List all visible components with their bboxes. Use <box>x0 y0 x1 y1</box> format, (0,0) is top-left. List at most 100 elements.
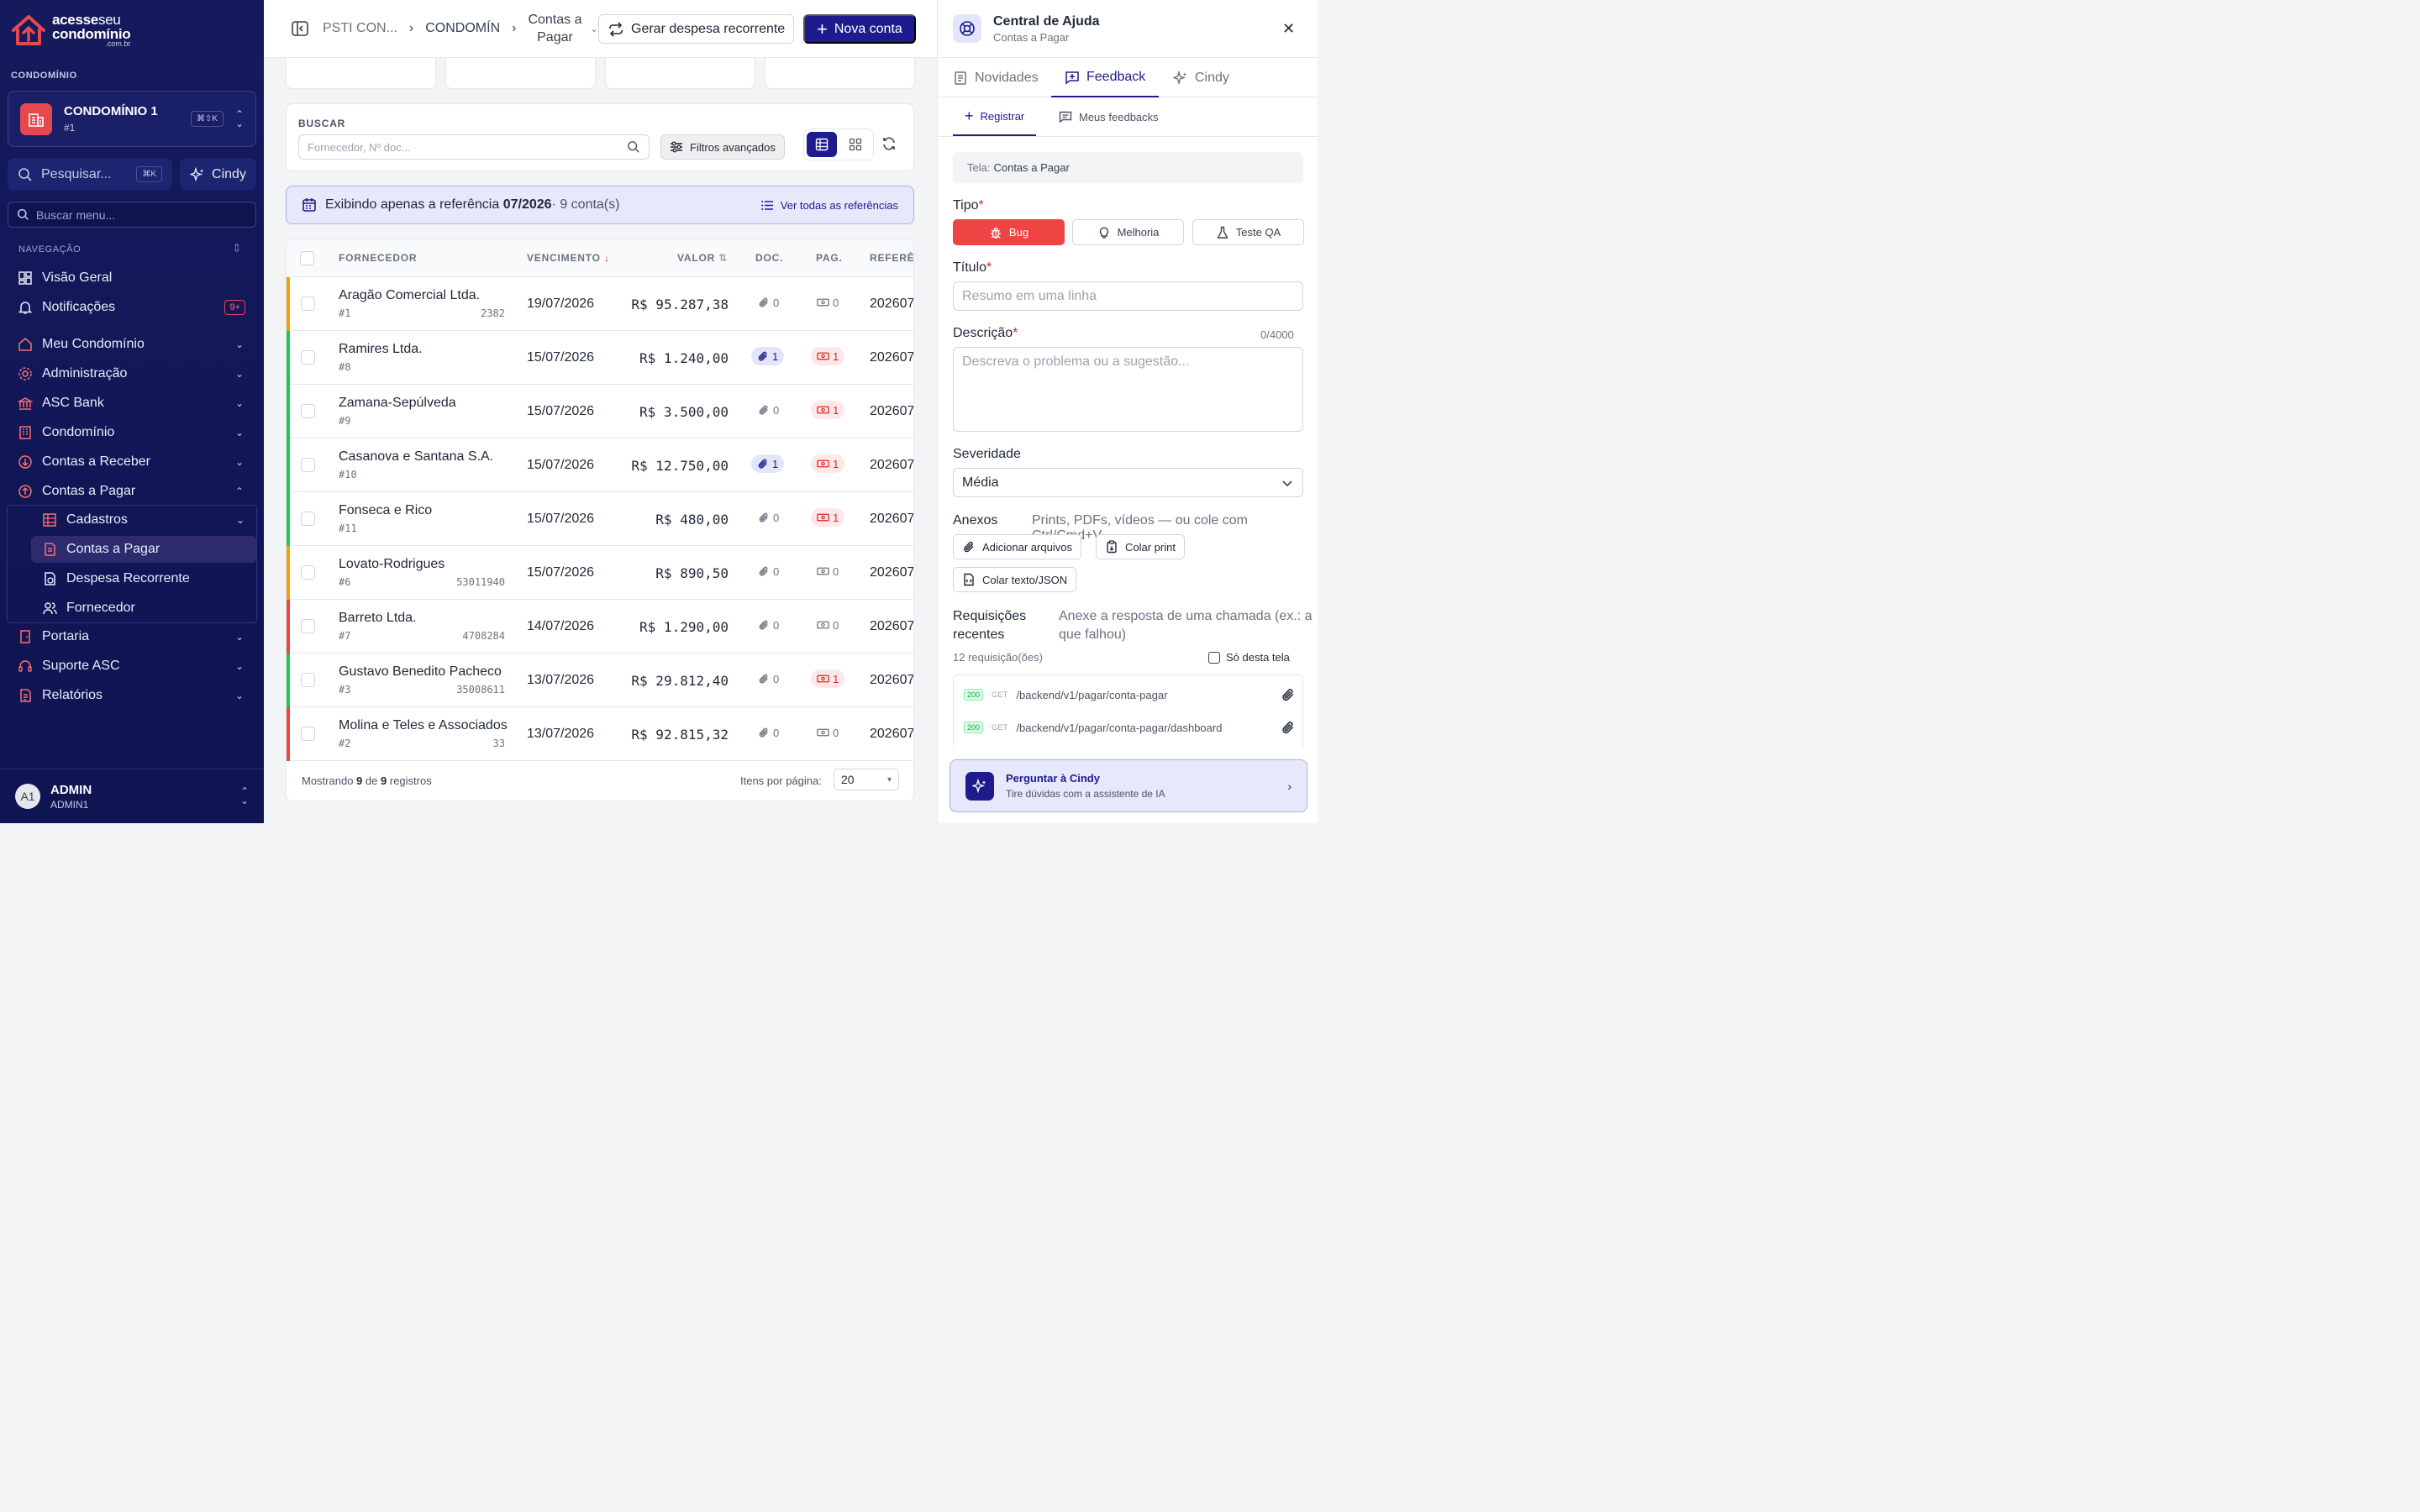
nav-item-notificacoes[interactable]: Notificações 9+ <box>17 294 255 321</box>
supplier-name[interactable]: Gustavo Benedito Pacheco <box>339 664 502 679</box>
row-checkbox[interactable] <box>301 619 315 633</box>
request-item[interactable]: 200 GET /backend/v1/pagar/conta-pagar <box>964 685 1296 704</box>
nav-item-asc-bank[interactable]: ASC Bank ⌄ <box>17 390 255 417</box>
sub-item-cadastros[interactable]: Cadastros ⌄ <box>31 507 256 533</box>
menu-search-input[interactable]: Buscar menu... <box>8 202 256 228</box>
per-page-select[interactable]: 20 ▾ <box>834 769 899 790</box>
description-textarea[interactable]: Descreva o problema ou a sugestão... <box>953 347 1303 432</box>
sub-item-despesa-recorrente[interactable]: Despesa Recorrente <box>31 565 256 592</box>
table-row[interactable]: Molina e Teles e Associados #2 33 13/07/202… <box>287 707 913 761</box>
payments-count-badge[interactable]: 1 <box>811 454 845 473</box>
row-checkbox[interactable] <box>301 565 315 580</box>
documents-count-badge[interactable]: 0 <box>752 669 785 688</box>
cindy-button[interactable]: Cindy <box>180 158 256 191</box>
table-row[interactable]: Aragão Comercial Ltda. #1 2382 19/07/2026 R$… <box>287 277 913 331</box>
global-search-button[interactable]: Pesquisar... ⌘K <box>8 158 172 191</box>
table-row[interactable]: Casanova e Santana S.A. #10 15/07/2026 R$ 1… <box>287 438 913 492</box>
ask-cindy-button[interactable]: Perguntar à Cindy Tire dúvidas com a ass… <box>950 759 1307 812</box>
request-item[interactable]: 200 GET /backend/v1/pagar/conta-pagar/da… <box>964 718 1296 737</box>
documents-count-badge[interactable]: 0 <box>752 562 785 580</box>
only-this-screen-checkbox[interactable]: Só desta tela <box>1208 651 1290 664</box>
nav-item-visao-geral[interactable]: Visão Geral <box>17 265 255 291</box>
supplier-name[interactable]: Aragão Comercial Ltda. <box>339 288 481 302</box>
row-checkbox[interactable] <box>301 297 315 311</box>
row-checkbox[interactable] <box>301 727 315 741</box>
payments-count-badge[interactable]: 1 <box>811 669 845 688</box>
row-checkbox[interactable] <box>301 350 315 365</box>
paperclip-icon[interactable] <box>1281 687 1296 702</box>
add-files-button[interactable]: Adicionar arquivos <box>953 534 1081 559</box>
column-header-pag[interactable]: PAG. <box>816 252 843 264</box>
new-account-button[interactable]: + Nova conta <box>803 14 916 44</box>
sub-item-contas-a-pagar[interactable]: Contas a Pagar <box>31 536 256 563</box>
supplier-name[interactable]: Zamana-Sepúlveda <box>339 396 456 410</box>
nav-item-contas-a-receber[interactable]: Contas a Receber ⌄ <box>17 449 255 475</box>
table-row[interactable]: Fonseca e Rico #11 15/07/2026 R$ 480,00 0 1 20… <box>287 492 913 546</box>
nav-item-administracao[interactable]: Administração ⌄ <box>17 360 255 387</box>
nav-item-condominio[interactable]: Condomínio ⌄ <box>17 419 255 446</box>
table-row[interactable]: Zamana-Sepúlveda #9 15/07/2026 R$ 3.500,00 0… <box>287 385 913 438</box>
advanced-filters-button[interactable]: Filtros avançados <box>660 134 785 160</box>
payments-count-badge[interactable]: 0 <box>811 723 844 742</box>
supplier-name[interactable]: Fonseca e Rico <box>339 503 433 517</box>
table-view-button[interactable] <box>807 132 837 157</box>
breadcrumb-current[interactable]: Contas a Pagar <box>528 11 581 46</box>
table-row[interactable]: Ramires Ltda. #8 15/07/2026 R$ 1.240,00 1 1 20… <box>287 331 913 385</box>
collapse-all-icon[interactable]: ⇕ <box>232 241 242 255</box>
grid-view-button[interactable] <box>840 132 871 157</box>
brand-logo[interactable]: acesseseu condomínio .com.br <box>10 12 131 49</box>
documents-count-badge[interactable]: 0 <box>752 508 785 527</box>
severity-select[interactable]: Média <box>953 468 1303 497</box>
supplier-name[interactable]: Casanova e Santana S.A. <box>339 449 494 464</box>
paperclip-icon[interactable] <box>1281 720 1296 735</box>
nav-item-suporte-asc[interactable]: Suporte ASC ⌄ <box>17 653 255 680</box>
sidebar-toggle-icon[interactable] <box>291 19 309 38</box>
row-checkbox[interactable] <box>301 673 315 687</box>
column-header-referencia[interactable]: REFERÊNCIA <box>870 252 914 264</box>
close-icon[interactable]: ✕ <box>1282 20 1296 37</box>
tab-novidades[interactable]: Novidades <box>939 58 1052 97</box>
payments-count-badge[interactable]: 0 <box>811 562 844 580</box>
column-header-valor[interactable]: VALOR ⇅ <box>677 252 728 264</box>
table-row[interactable]: Barreto Ltda. #7 4708284 14/07/2026 R$ 1.290… <box>287 600 913 654</box>
payments-count-badge[interactable]: 1 <box>811 401 845 419</box>
user-menu[interactable]: A1 ADMIN ADMIN1 ⌃ ⌄ <box>0 769 264 823</box>
table-row[interactable]: Lovato-Rodrigues #6 53011940 15/07/2026 R$ 8… <box>287 546 913 600</box>
generate-recurring-button[interactable]: Gerar despesa recorrente <box>598 14 795 44</box>
type-bug-button[interactable]: Bug <box>953 219 1065 245</box>
breadcrumb-item[interactable]: CONDOMÍN <box>425 21 501 35</box>
documents-count-badge[interactable]: 1 <box>751 347 785 365</box>
supplier-name[interactable]: Lovato-Rodrigues <box>339 557 445 571</box>
condo-switcher[interactable]: CONDOMÍNIO 1 #1 ⌘⇧K ⌃ ⌄ <box>8 91 256 147</box>
supplier-name[interactable]: Ramires Ltda. <box>339 342 423 356</box>
sub-item-fornecedor[interactable]: Fornecedor <box>31 595 256 622</box>
breadcrumb-item[interactable]: PSTI CON... <box>323 21 397 35</box>
tab-cindy[interactable]: Cindy <box>1160 58 1243 97</box>
column-header-fornecedor[interactable]: FORNECEDOR <box>339 252 418 264</box>
nav-item-relatorios[interactable]: Relatórios ⌄ <box>17 682 255 709</box>
tab-feedback[interactable]: Feedback <box>1051 58 1160 97</box>
column-header-vencimento[interactable]: VENCIMENTO ↓ <box>527 252 610 264</box>
table-row[interactable]: Gustavo Benedito Pacheco #3 35008611 13/07/… <box>287 654 913 707</box>
column-header-doc[interactable]: DOC. <box>755 252 784 264</box>
supplier-name[interactable]: Molina e Teles e Associados <box>339 718 508 732</box>
select-all-checkbox[interactable] <box>300 251 314 265</box>
subtab-registrar[interactable]: + Registrar <box>953 97 1037 136</box>
payments-count-badge[interactable]: 0 <box>811 616 844 634</box>
payments-count-badge[interactable]: 1 <box>811 508 845 527</box>
nav-item-portaria[interactable]: Portaria ⌄ <box>17 623 255 650</box>
type-teste-qa-button[interactable]: Teste QA <box>1192 219 1304 245</box>
supplier-name[interactable]: Barreto Ltda. <box>339 611 417 625</box>
type-melhoria-button[interactable]: Melhoria <box>1072 219 1184 245</box>
payments-count-badge[interactable]: 1 <box>811 347 845 365</box>
title-input[interactable]: Resumo em uma linha <box>953 281 1303 311</box>
paste-text-json-button[interactable]: Colar texto/JSON <box>953 567 1077 592</box>
documents-count-badge[interactable]: 1 <box>751 454 785 473</box>
row-checkbox[interactable] <box>301 512 315 526</box>
documents-count-badge[interactable]: 0 <box>752 723 785 742</box>
subtab-meus-feedbacks[interactable]: Meus feedbacks <box>1047 97 1171 136</box>
documents-count-badge[interactable]: 0 <box>752 401 785 419</box>
search-input[interactable]: Fornecedor, Nº doc... <box>298 134 650 160</box>
nav-item-contas-a-pagar[interactable]: Contas a Pagar ⌃ <box>17 478 255 505</box>
documents-count-badge[interactable]: 0 <box>752 616 785 634</box>
